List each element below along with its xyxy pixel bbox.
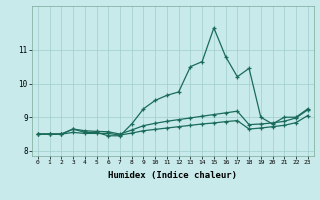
X-axis label: Humidex (Indice chaleur): Humidex (Indice chaleur) (108, 171, 237, 180)
